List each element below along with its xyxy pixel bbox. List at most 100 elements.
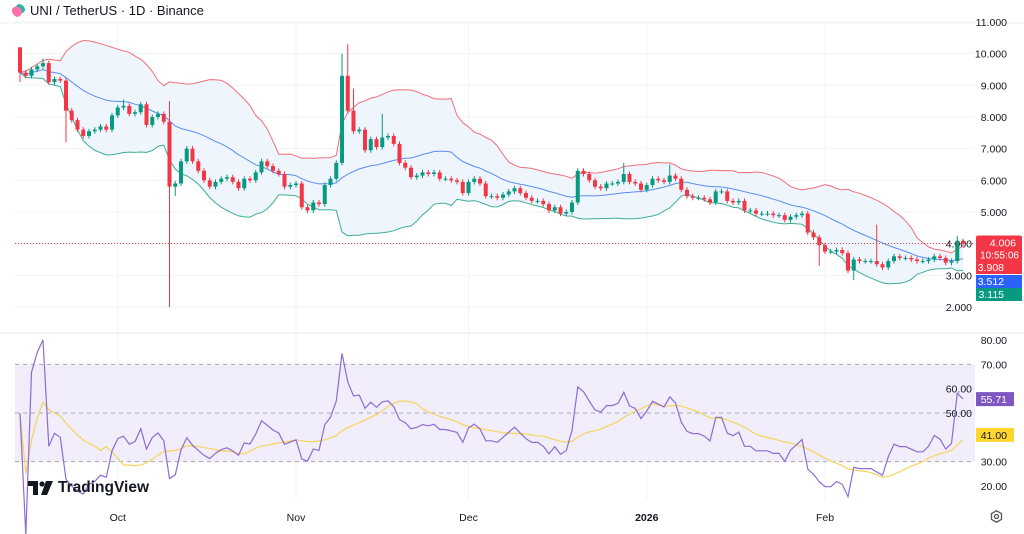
candle	[863, 258, 868, 264]
candle	[466, 179, 471, 196]
candle-body	[633, 181, 638, 184]
candle-body	[616, 181, 620, 184]
candle	[144, 101, 149, 128]
candle-body	[156, 113, 160, 117]
candle-body	[219, 178, 224, 182]
bollinger-basis-line	[19, 68, 964, 262]
bollinger-upper-value: 3.908	[978, 262, 1004, 274]
candle-body	[702, 197, 707, 200]
candle-body	[736, 200, 741, 203]
candle-body	[575, 170, 580, 203]
candle-body	[478, 178, 482, 184]
candle	[282, 171, 287, 190]
candle-body	[190, 148, 195, 162]
candle	[501, 192, 505, 201]
candle-body	[828, 251, 833, 253]
candle	[713, 188, 718, 206]
candle	[426, 169, 431, 177]
candle	[656, 176, 661, 183]
candle	[414, 173, 419, 180]
candle-body	[610, 183, 615, 185]
time-axis-label: Feb	[816, 512, 834, 524]
candle-body	[949, 261, 954, 263]
candle	[903, 255, 908, 261]
candle	[483, 180, 488, 199]
candle-body	[328, 178, 333, 186]
candle-body	[765, 213, 770, 215]
candle-body	[788, 216, 793, 220]
candle	[518, 185, 523, 196]
candle-body	[368, 139, 373, 151]
candle	[202, 168, 206, 183]
symbol-title-text: UNI / TetherUS · 1D · Binance	[30, 3, 204, 18]
tradingview-wordmark: TradingView	[58, 479, 150, 496]
candle-body	[294, 183, 298, 186]
rsi-value-badge	[976, 392, 1014, 407]
candle-body	[196, 161, 201, 171]
candle-body	[271, 166, 275, 171]
time-axis-label: 2026	[635, 512, 659, 524]
candle	[104, 123, 109, 133]
candle	[495, 193, 500, 201]
candle-body	[248, 178, 252, 181]
candle-body	[138, 104, 143, 113]
candle-body	[604, 183, 609, 189]
candle-body	[161, 113, 166, 122]
rsi-value-text: 55.71	[981, 394, 1007, 406]
candle-body	[742, 200, 747, 211]
candle	[547, 201, 551, 213]
candle	[759, 211, 764, 217]
candle-body	[443, 178, 448, 180]
candle-body	[834, 249, 839, 252]
price-axis-label: 5.000	[981, 207, 1007, 219]
candle	[788, 214, 793, 223]
candle	[943, 255, 948, 266]
symbol-title[interactable]: UNI / TetherUS · 1D · Binance	[12, 3, 204, 18]
candle-body	[92, 129, 97, 132]
candle	[800, 211, 804, 218]
candle	[443, 176, 448, 182]
time-axis-label: Oct	[110, 512, 126, 524]
candle	[604, 180, 609, 191]
candle-body	[46, 63, 51, 83]
candle-body	[598, 186, 603, 189]
candle-body	[144, 104, 149, 125]
candle	[564, 209, 569, 217]
candle	[558, 204, 563, 217]
candle	[621, 162, 626, 185]
candle	[167, 101, 172, 307]
candle	[926, 256, 931, 264]
candle	[190, 146, 195, 164]
candle	[41, 58, 45, 69]
candle-body	[288, 185, 293, 187]
candle-body	[535, 200, 540, 202]
candle	[794, 212, 799, 220]
candle	[340, 53, 344, 166]
candle-body	[455, 180, 459, 182]
candle	[75, 117, 80, 133]
candle	[702, 195, 707, 202]
candle	[708, 196, 712, 206]
candle	[535, 198, 540, 204]
candle	[869, 258, 873, 264]
candle-body	[58, 78, 63, 81]
candle	[138, 101, 143, 115]
candle-body	[127, 105, 132, 114]
candle-body	[662, 180, 666, 182]
candle	[391, 133, 396, 147]
candle	[409, 165, 413, 180]
candle-body	[207, 180, 212, 187]
candle-body	[489, 196, 494, 198]
candle	[650, 176, 655, 188]
settings-gear-icon[interactable]	[990, 510, 1003, 523]
candle-body	[345, 75, 350, 111]
candle	[851, 256, 856, 281]
candle	[368, 136, 373, 153]
candle-body	[357, 129, 362, 132]
candle-body	[259, 161, 264, 173]
candle	[955, 235, 960, 264]
candle-body	[782, 215, 787, 220]
candle	[834, 247, 839, 255]
candle	[840, 247, 845, 256]
